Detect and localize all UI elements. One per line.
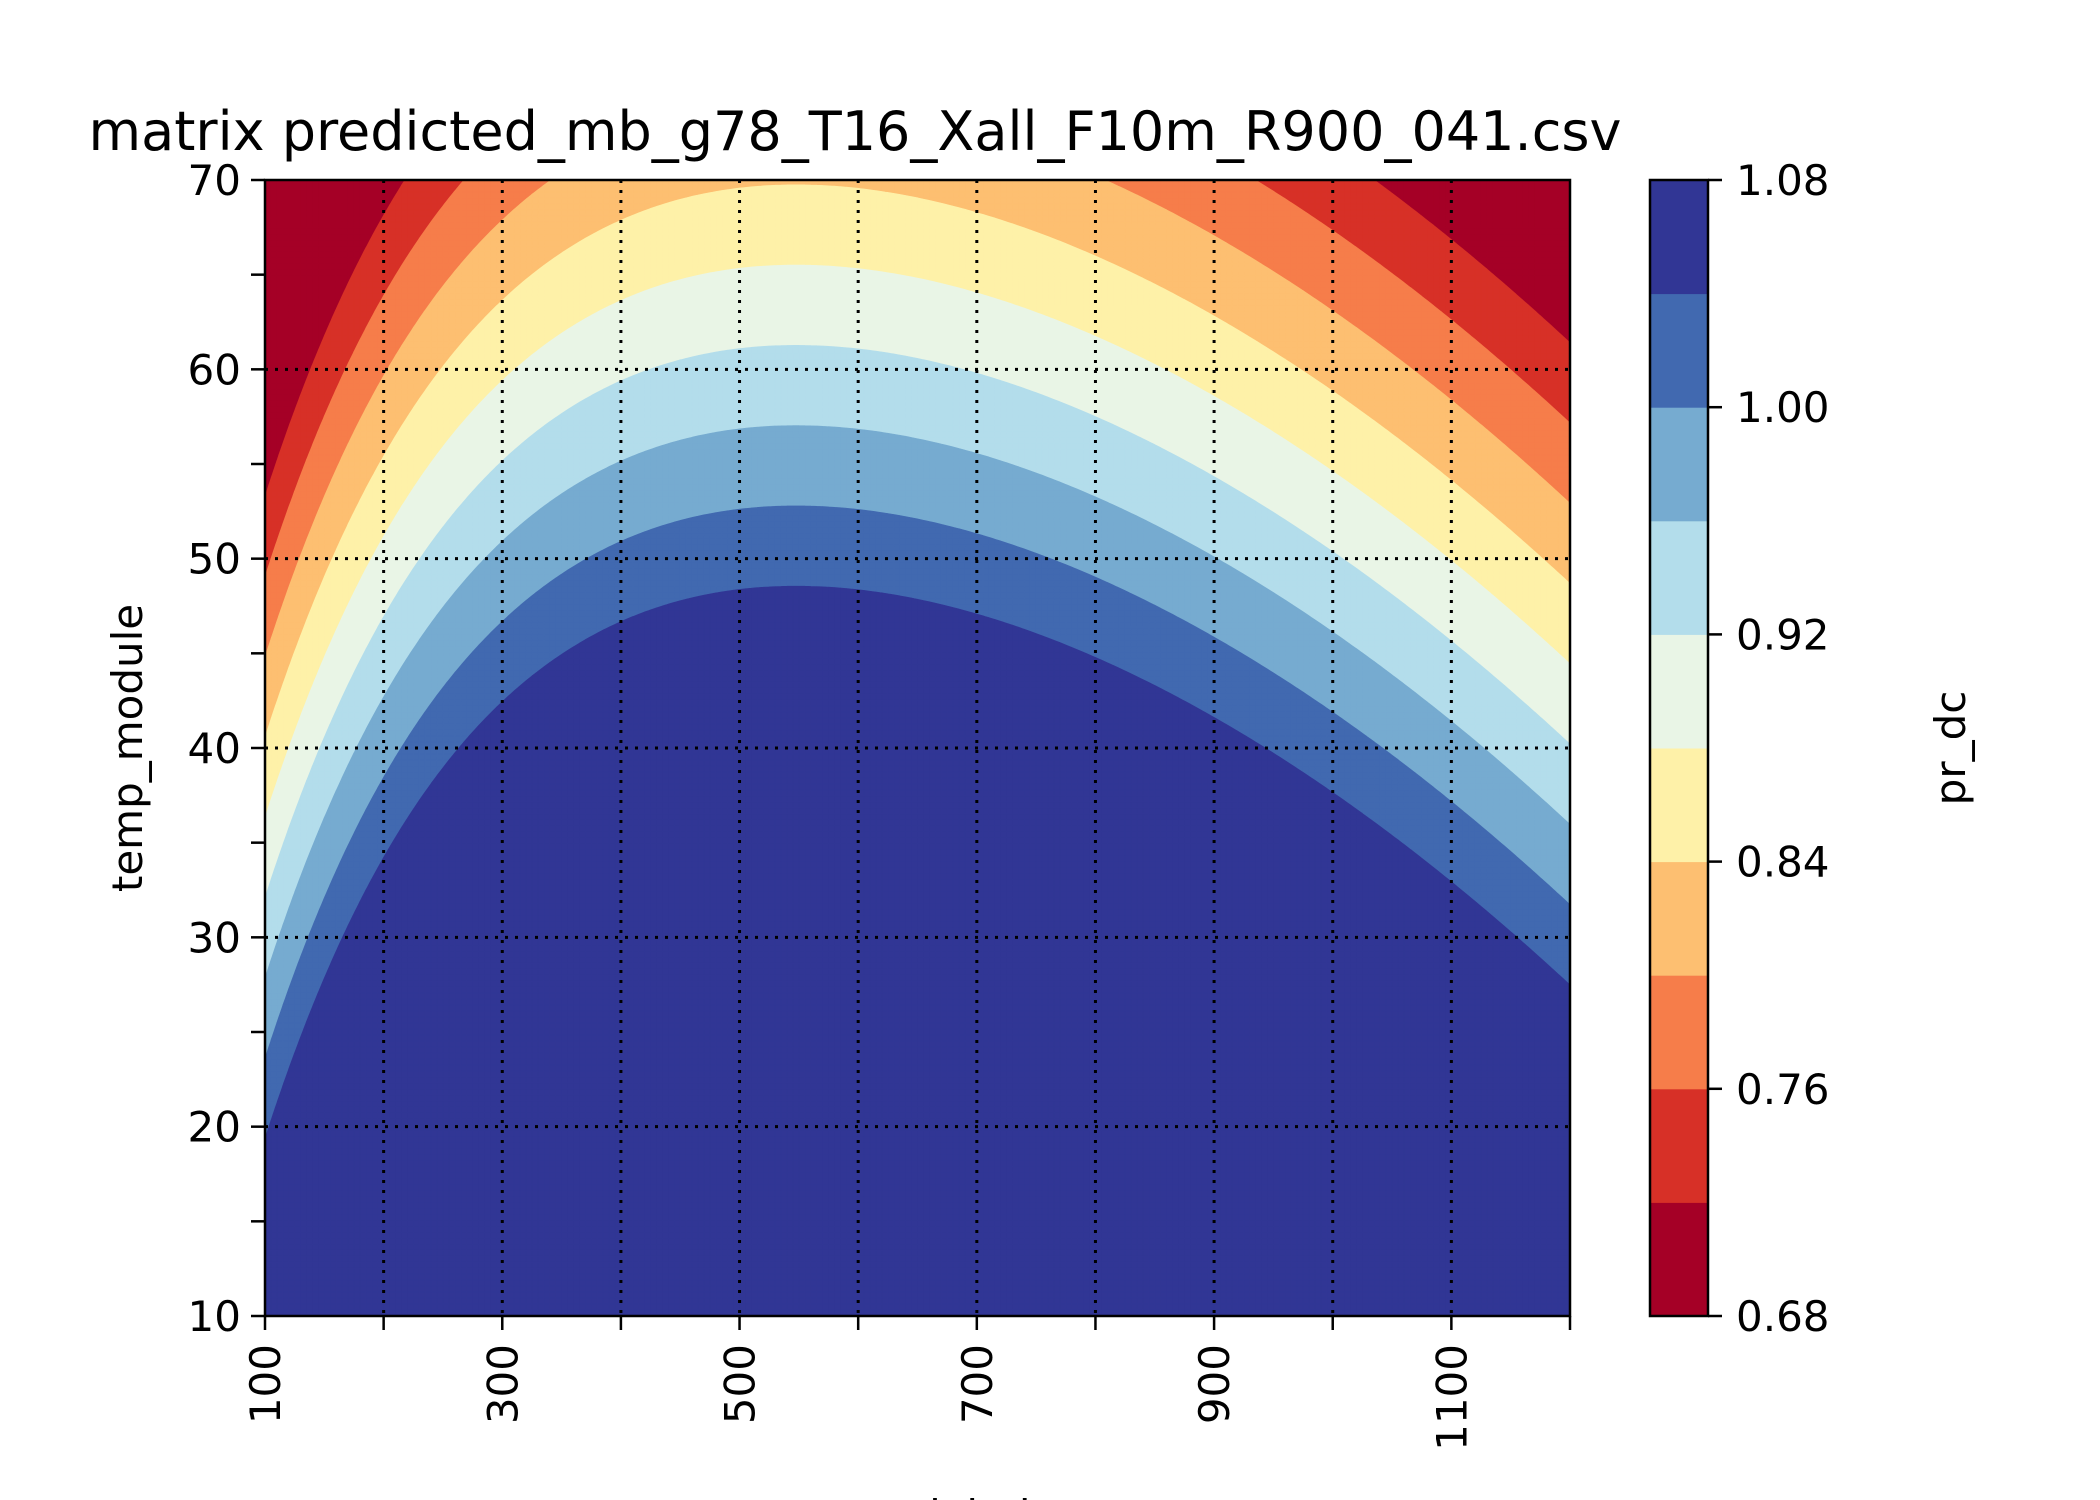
- colorbar-swatch: [1650, 407, 1708, 522]
- contour-fill: [265, 180, 1570, 1316]
- colorbar-tick-label: 0.68: [1736, 1292, 1830, 1341]
- colorbar-swatch: [1650, 975, 1708, 1090]
- colorbar-tick-label: 1.00: [1736, 383, 1830, 432]
- colorbar-swatch: [1650, 748, 1708, 863]
- contour-band: [265, 180, 1570, 738]
- y-tick-label: 60: [188, 345, 241, 394]
- colorbar: 0.68 0.76 0.84 0.92 1.00 1.08: [1648, 156, 1830, 1341]
- y-axis: 10 20 30 40 50 60 70: [188, 156, 265, 1341]
- x-tick-label: 900: [1190, 1344, 1239, 1424]
- colorbar-label: pr_dc: [1926, 691, 1975, 806]
- colorbar-swatch: [1650, 1202, 1708, 1317]
- contour-band: [265, 264, 1570, 898]
- x-tick-label: 700: [953, 1344, 1002, 1424]
- y-axis-label: temp_module: [103, 604, 152, 892]
- colorbar-swatch: [1650, 861, 1708, 976]
- grid-lines: [265, 180, 1570, 1316]
- contour-band: [265, 344, 1570, 979]
- colorbar-swatch: [1650, 293, 1708, 408]
- colorbar-frame: [1648, 178, 1710, 1318]
- y-tick-label: 50: [188, 535, 241, 584]
- colorbar-swatch: [1650, 1088, 1708, 1203]
- x-axis: 100 300 500 700 900 1100: [241, 1316, 1572, 1451]
- contour-band: [265, 184, 1570, 818]
- colorbar-tick-label: 1.08: [1736, 156, 1830, 205]
- y-tick-label: 20: [188, 1103, 241, 1152]
- x-tick-label: 100: [241, 1344, 290, 1424]
- colorbar-tick-label: 0.84: [1736, 838, 1830, 887]
- contour-band: [265, 180, 1570, 577]
- y-tick-label: 40: [188, 724, 241, 773]
- x-tick-label: 1100: [1427, 1344, 1476, 1451]
- x-axis-label: poa_global: [803, 1491, 1030, 1500]
- y-tick-label: 10: [188, 1292, 241, 1341]
- colorbar-tick-label: 0.92: [1736, 610, 1830, 659]
- colorbar-tick-label: 0.76: [1736, 1065, 1830, 1114]
- contour-band: [265, 180, 1570, 497]
- colorbar-swatch: [1650, 634, 1708, 749]
- x-tick-label: 300: [478, 1344, 527, 1424]
- y-tick-label: 70: [188, 156, 241, 205]
- colorbar-swatch: [1650, 520, 1708, 635]
- x-tick-label: 500: [716, 1344, 765, 1424]
- chart-title: matrix predicted_mb_g78_T16_Xall_F10m_R9…: [89, 100, 1622, 163]
- y-tick-label: 30: [188, 913, 241, 962]
- contour-band: [265, 180, 1570, 657]
- colorbar-swatch: [1650, 180, 1708, 295]
- contour-band: [265, 585, 1570, 1316]
